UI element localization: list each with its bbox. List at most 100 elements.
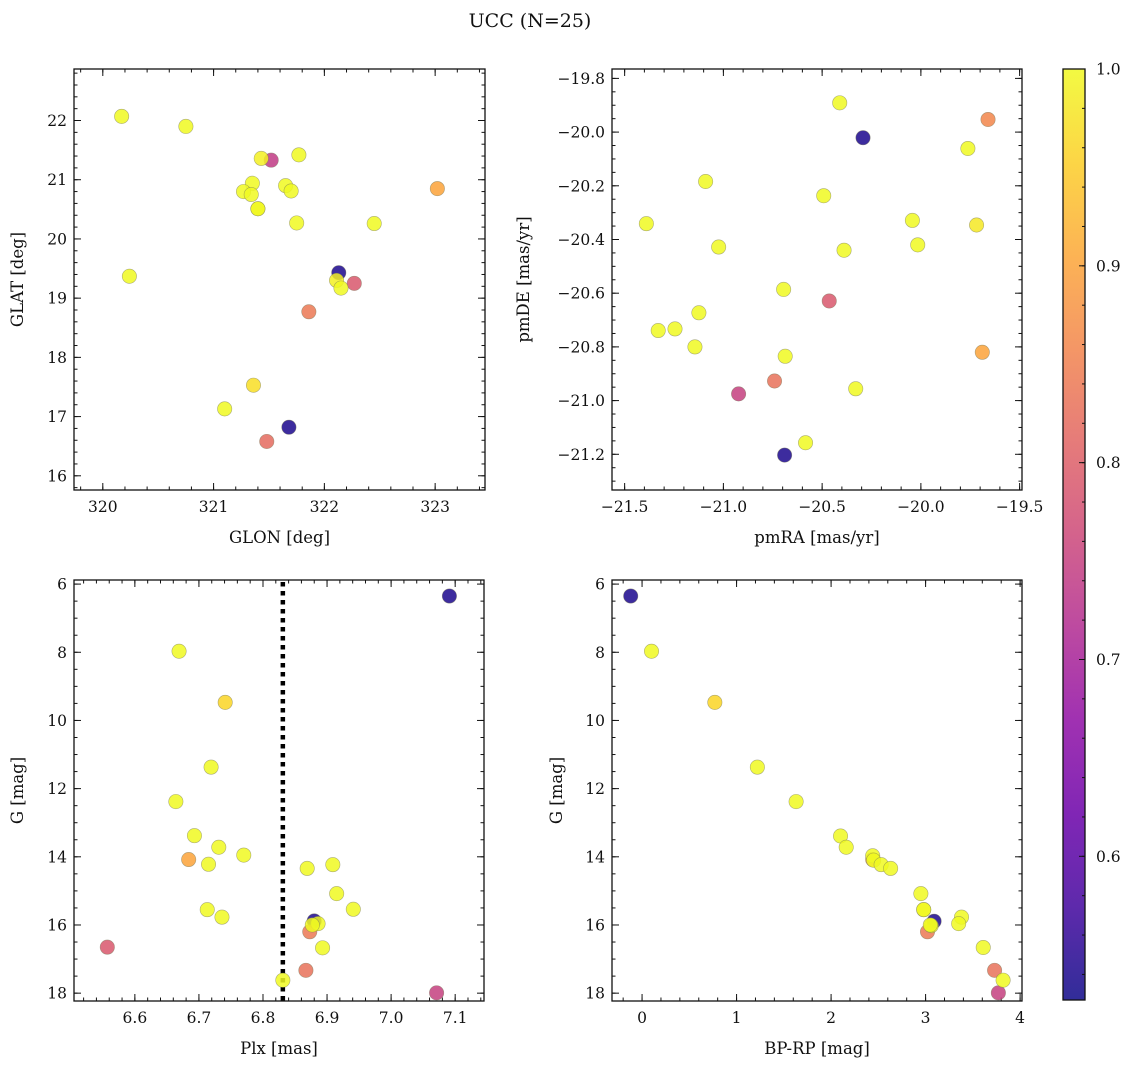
data-point xyxy=(333,280,349,296)
y-tick-label: 18 xyxy=(47,349,67,367)
data-point xyxy=(707,694,723,710)
minor-ticks xyxy=(612,69,1022,490)
y-tick-label: 19 xyxy=(47,290,67,308)
data-point xyxy=(749,759,765,775)
data-point xyxy=(250,201,266,217)
x-tick-label: 6.9 xyxy=(315,1009,340,1027)
y-axis-label: pmDE [mas/yr] xyxy=(514,216,533,342)
figure-title: UCC (N=25) xyxy=(469,10,592,32)
y-tick-label: −20.2 xyxy=(558,177,606,195)
x-tick-label: 4 xyxy=(1015,1009,1025,1027)
x-tick-label: 3 xyxy=(921,1009,931,1027)
data-point xyxy=(301,304,317,320)
x-tick-label: −20.5 xyxy=(798,498,846,516)
x-tick-label: 321 xyxy=(199,498,229,516)
data-point xyxy=(816,188,832,204)
y-tick-label: 8 xyxy=(57,644,67,662)
data-point xyxy=(711,239,727,255)
x-tick-label: 322 xyxy=(310,498,340,516)
x-tick-label: −19.5 xyxy=(996,498,1044,516)
x-axis-label: pmRA [mas/yr] xyxy=(754,528,879,547)
data-point xyxy=(345,901,361,917)
data-point xyxy=(441,588,457,604)
y-axis-label: GLAT [deg] xyxy=(8,232,27,327)
x-tick-label: 0 xyxy=(637,1009,647,1027)
data-point xyxy=(916,902,932,918)
y-tick-label: 17 xyxy=(47,408,67,426)
data-point xyxy=(990,985,1006,1001)
panel-plx-g: 6.6 6.7 6.8 6.9 7.0 7.1 6 8 10 12 14 16 18 Plx [mas] G… xyxy=(8,576,485,1058)
x-tick-label: 6.7 xyxy=(187,1009,212,1027)
axes-frame xyxy=(73,579,485,1002)
data-point xyxy=(687,339,703,355)
x-tick-label: −21.5 xyxy=(601,498,649,516)
data-point xyxy=(691,305,707,321)
y-tick-label: −20.8 xyxy=(558,338,606,356)
y-axis-label: G [mag] xyxy=(547,757,566,824)
data-point xyxy=(788,794,804,810)
data-point xyxy=(245,377,261,393)
y-tick-label: 16 xyxy=(585,916,605,934)
data-point xyxy=(114,108,130,124)
data-point xyxy=(171,643,187,659)
data-point xyxy=(832,95,848,111)
data-point xyxy=(980,111,996,127)
colorbar-tick-label: 0.8 xyxy=(1096,454,1121,472)
x-tick-label: −20.0 xyxy=(897,498,945,516)
data-point xyxy=(325,857,341,873)
y-tick-label: 8 xyxy=(595,644,605,662)
data-point xyxy=(623,588,639,604)
x-tick-label: 320 xyxy=(88,498,118,516)
data-point xyxy=(987,962,1003,978)
data-point xyxy=(217,694,233,710)
y-tick-label: −21.2 xyxy=(558,446,606,464)
x-axis-label: BP-RP [mag] xyxy=(764,1039,870,1058)
x-tick-label: 1 xyxy=(732,1009,742,1027)
data-point xyxy=(203,759,219,775)
data-point xyxy=(329,886,345,902)
data-point xyxy=(121,268,137,284)
data-point xyxy=(650,323,666,339)
y-tick-label: −20.0 xyxy=(558,124,606,142)
data-point xyxy=(798,435,814,451)
panel-glon-glat: 320 321 322 323 16 17 18 19 20 21 22 GLON [deg] GLAT… xyxy=(8,68,486,547)
colorbar-frame xyxy=(1062,68,1086,1001)
data-point xyxy=(644,643,660,659)
data-point xyxy=(951,916,967,932)
y-tick-label: 6 xyxy=(595,576,605,594)
data-point xyxy=(346,275,362,291)
data-point xyxy=(259,433,275,449)
data-point xyxy=(777,447,793,463)
data-point xyxy=(975,939,991,955)
data-point xyxy=(838,839,854,855)
data-point xyxy=(995,972,1011,988)
y-tick-label: 12 xyxy=(585,780,605,798)
axes-frame xyxy=(73,68,486,491)
y-tick-label: 20 xyxy=(47,230,67,248)
data-point xyxy=(291,147,307,163)
x-tick-label: 2 xyxy=(826,1009,836,1027)
axes-frame xyxy=(611,579,1023,1002)
y-tick-label: −20.4 xyxy=(558,231,606,249)
y-tick-label: −21.0 xyxy=(558,392,606,410)
x-axis-label: GLON [deg] xyxy=(229,528,330,547)
data-point xyxy=(253,150,269,166)
y-tick-label: 22 xyxy=(47,112,67,130)
data-point xyxy=(974,344,990,360)
y-tick-label: 21 xyxy=(47,171,67,189)
data-point xyxy=(199,902,215,918)
data-point xyxy=(836,242,852,258)
data-point xyxy=(99,939,115,955)
data-point xyxy=(299,860,315,876)
data-point xyxy=(186,828,202,844)
y-tick-label: 10 xyxy=(585,712,605,730)
data-point xyxy=(236,847,252,863)
data-point xyxy=(275,972,291,988)
data-point xyxy=(281,419,297,435)
data-point xyxy=(638,216,654,232)
data-point xyxy=(922,917,938,933)
colorbar: 0.6 0.7 0.8 0.9 1.0 xyxy=(1062,61,1121,1001)
y-tick-label: 18 xyxy=(47,985,67,1003)
x-tick-label: 7.0 xyxy=(379,1009,404,1027)
